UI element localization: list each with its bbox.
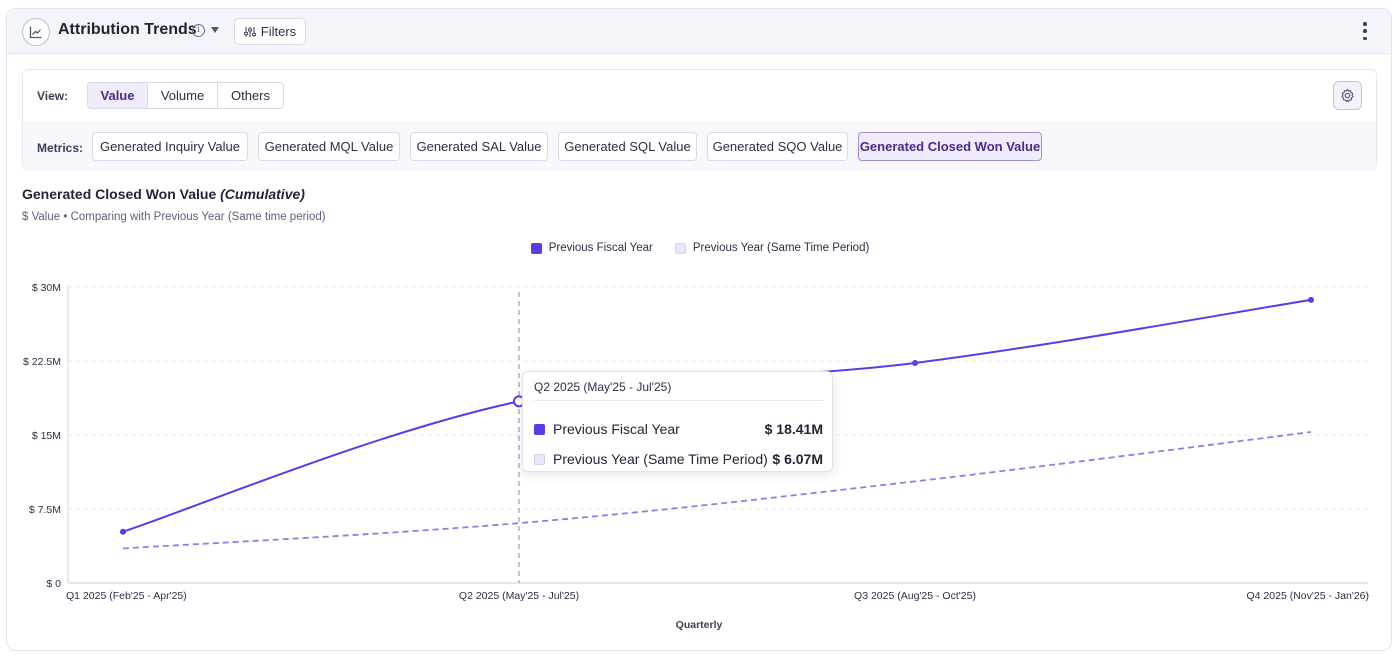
chevron-down-icon[interactable] — [211, 27, 219, 33]
view-option-volume[interactable]: Volume — [148, 83, 218, 108]
tooltip-value: $ 6.07M — [772, 451, 823, 467]
card-header: Attribution Trends i Filters — [7, 9, 1391, 54]
data-point — [1308, 296, 1314, 303]
legend-swatch-secondary — [674, 242, 686, 254]
y-tick-label: $ 22.5M — [23, 356, 61, 368]
view-option-others[interactable]: Others — [218, 83, 283, 108]
x-tick-label: Q3 2025 (Aug'25 - Oct'25) — [854, 590, 976, 602]
view-row: View: Value Volume Others — [23, 70, 1376, 122]
page-title: Attribution Trends — [58, 21, 197, 38]
data-point — [120, 528, 126, 535]
view-option-value[interactable]: Value — [88, 83, 148, 108]
sliders-icon — [243, 26, 256, 37]
tooltip-swatch-secondary — [534, 453, 545, 465]
tooltip-value: $ 18.41M — [764, 421, 823, 437]
x-axis-label: Quarterly — [676, 619, 723, 631]
chart-legend: Previous Fiscal Year Previous Year (Same… — [0, 242, 1400, 254]
metric-generated-mql-value[interactable]: Generated MQL Value — [258, 132, 400, 161]
tooltip-divider — [534, 400, 823, 401]
line-chart-icon — [22, 18, 50, 46]
metric-generated-sql-value[interactable]: Generated SQL Value — [558, 132, 697, 161]
view-toggle: Value Volume Others — [87, 82, 284, 109]
chart-title: Generated Closed Won Value (Cumulative) — [22, 186, 305, 202]
filters-button[interactable]: Filters — [234, 18, 306, 45]
settings-button[interactable] — [1333, 81, 1362, 110]
info-icon[interactable]: i — [192, 24, 205, 37]
y-tick-label: $ 0 — [46, 578, 61, 590]
chart-tooltip: Q2 2025 (May'25 - Jul'25) Previous Fisca… — [522, 371, 833, 472]
legend-item-previous-fiscal-year[interactable]: Previous Fiscal Year — [530, 242, 653, 254]
metrics-row: Metrics: Generated Inquiry Value Generat… — [23, 122, 1376, 171]
tooltip-label: Previous Year (Same Time Period) — [553, 451, 768, 467]
view-label: View: — [37, 89, 69, 103]
y-tick-label: $ 7.5M — [29, 504, 61, 516]
more-options-icon[interactable] — [1363, 22, 1367, 40]
metric-generated-inquiry-value[interactable]: Generated Inquiry Value — [92, 132, 248, 161]
y-tick-label: $ 15M — [32, 430, 61, 442]
tooltip-row-previous-fiscal-year: Previous Fiscal Year $ 18.41M — [534, 421, 823, 437]
gear-icon — [1341, 88, 1354, 103]
metrics-label: Metrics: — [37, 141, 84, 155]
metric-generated-sqo-value[interactable]: Generated SQO Value — [707, 132, 848, 161]
tooltip-label: Previous Fiscal Year — [553, 421, 680, 437]
legend-label: Previous Fiscal Year — [548, 242, 653, 254]
metric-generated-closed-won-value[interactable]: Generated Closed Won Value — [858, 132, 1042, 161]
chart-subtitle: $ Value • Comparing with Previous Year (… — [22, 211, 326, 223]
data-point — [912, 359, 918, 366]
filters-label: Filters — [260, 24, 297, 39]
x-tick-label: Q2 2025 (May'25 - Jul'25) — [459, 590, 579, 602]
x-tick-label: Q4 2025 (Nov'25 - Jan'26) — [1247, 590, 1370, 602]
tooltip-period: Q2 2025 (May'25 - Jul'25) — [534, 380, 672, 394]
controls-panel: View: Value Volume Others Metrics: Gener… — [22, 69, 1377, 171]
tooltip-row-previous-year-same-period: Previous Year (Same Time Period) $ 6.07M — [534, 451, 823, 467]
series-line-previous-year-same-period — [122, 431, 1312, 550]
attribution-trends-card: Attribution Trends i Filters View: Value… — [6, 8, 1392, 651]
x-tick-label: Q1 2025 (Feb'25 - Apr'25) — [66, 590, 187, 602]
tooltip-swatch-primary — [534, 423, 545, 435]
metric-generated-sal-value[interactable]: Generated SAL Value — [410, 132, 548, 161]
legend-label: Previous Year (Same Time Period) — [692, 242, 870, 254]
legend-item-previous-year-same-period[interactable]: Previous Year (Same Time Period) — [674, 242, 870, 254]
legend-swatch-primary — [530, 242, 542, 254]
y-tick-label: $ 30M — [32, 282, 61, 294]
